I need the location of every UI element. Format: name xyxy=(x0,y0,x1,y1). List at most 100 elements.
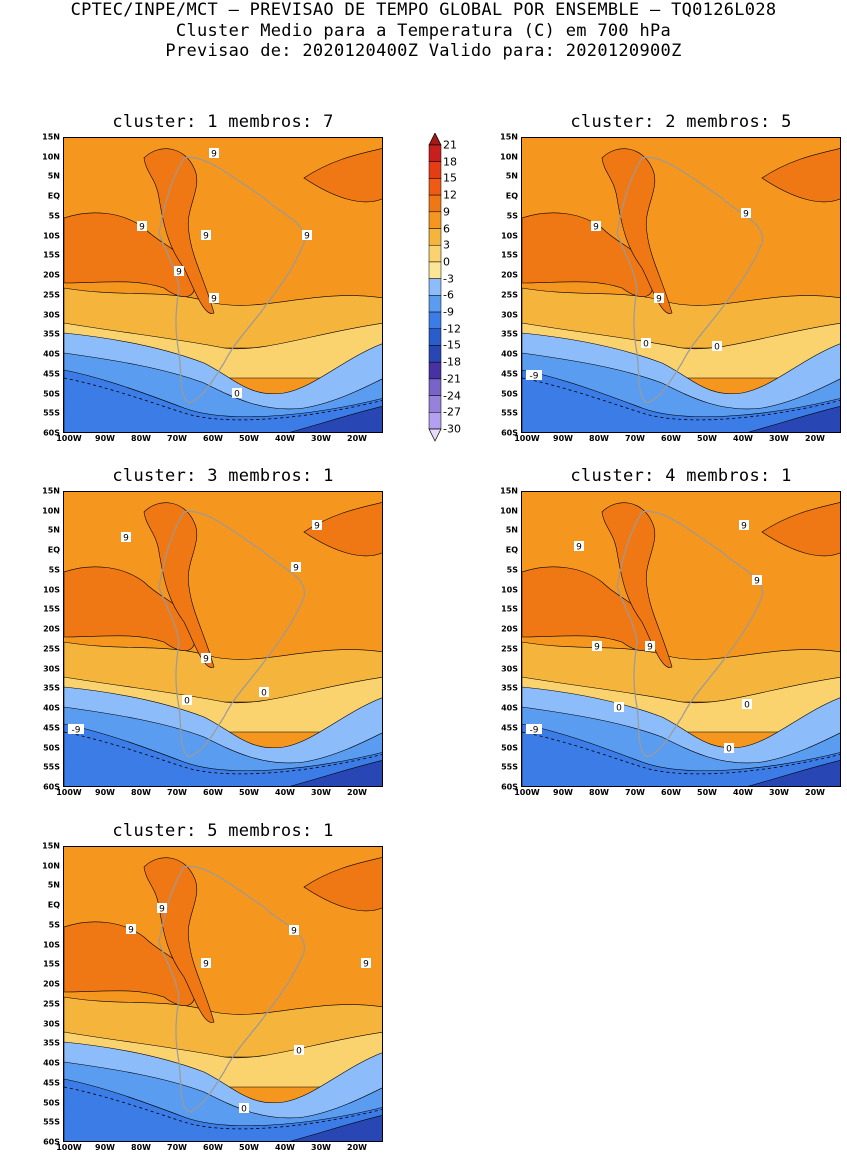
contour-label: 9 xyxy=(739,520,749,532)
latitude-tick-label: 30S xyxy=(43,1019,60,1029)
longitude-tick-label: 90W xyxy=(553,788,573,797)
longitude-axis: 100W 90W 80W 70W 60W 50W 40W 30W 20W xyxy=(56,1143,383,1153)
latitude-tick-label: 5S xyxy=(48,920,60,930)
latitude-tick-label: 45S xyxy=(501,369,518,379)
contour-label: 9 xyxy=(302,230,312,242)
latitude-tick-label: 35S xyxy=(501,683,518,693)
contour-label: 9 xyxy=(312,520,322,532)
svg-text:9: 9 xyxy=(594,643,600,653)
latitude-tick-label: 20S xyxy=(43,979,60,989)
contour-minus9-dashed xyxy=(522,377,840,421)
temperature-field-9-to-12-andes xyxy=(143,148,215,314)
latitude-tick-label: 45S xyxy=(43,723,60,733)
contour-label: 9 xyxy=(361,958,371,970)
latitude-tick-label: 15S xyxy=(43,604,60,614)
temperature-field-9-to-12-andes xyxy=(601,148,673,314)
svg-text:9: 9 xyxy=(741,522,747,532)
temperature-field-minus12-to-minus9 xyxy=(748,406,840,432)
contour-label: 0 xyxy=(182,695,192,707)
latitude-tick-label: 20S xyxy=(43,270,60,280)
latitude-tick-label: 30S xyxy=(501,310,518,320)
svg-text:0: 0 xyxy=(296,1047,302,1057)
colorbar-swatch xyxy=(428,345,442,363)
longitude-tick-label: 90W xyxy=(95,434,115,443)
longitude-tick-label: 50W xyxy=(697,434,717,443)
latitude-tick-label: 10S xyxy=(501,231,518,241)
contour-label: 0 xyxy=(239,1103,249,1115)
temperature-map: 9 9 9 9 9 9 0 xyxy=(64,138,382,432)
contour-label: 0 xyxy=(259,687,269,699)
svg-text:9: 9 xyxy=(203,960,209,970)
latitude-tick-label: 10N xyxy=(500,506,518,516)
longitude-tick-label: 20W xyxy=(805,434,825,443)
contour-label: 9 xyxy=(752,575,762,587)
longitude-tick-label: 100W xyxy=(56,434,82,443)
longitude-tick-label: 40W xyxy=(733,434,753,443)
svg-text:9: 9 xyxy=(203,232,209,242)
latitude-tick-label: EQ xyxy=(47,191,60,201)
colorbar-level-label: 0 xyxy=(443,255,450,269)
latitude-tick-label: 10S xyxy=(43,940,60,950)
longitude-axis: 100W 90W 80W 70W 60W 50W 40W 30W 20W xyxy=(56,788,383,798)
temperature-field-3-to-6 xyxy=(64,641,382,703)
latitude-tick-label: 20S xyxy=(43,624,60,634)
temperature-field-minus12-to-minus9 xyxy=(748,760,840,786)
latitude-tick-label: 5N xyxy=(505,525,518,535)
latitude-tick-label: 60S xyxy=(43,428,60,438)
contour-label: 9 xyxy=(591,221,601,233)
latitude-tick-label: 15N xyxy=(42,132,60,142)
temperature-field-3-to-6 xyxy=(64,287,382,349)
longitude-tick-label: 30W xyxy=(769,434,789,443)
colorbar-swatch xyxy=(428,311,442,330)
colorbar-swatch xyxy=(428,211,442,229)
colorbar-swatch xyxy=(428,395,442,413)
svg-text:0: 0 xyxy=(616,704,622,714)
latitude-tick-label: 10S xyxy=(43,585,60,595)
longitude-tick-label: 80W xyxy=(131,1143,151,1152)
colorbar-level-label: 21 xyxy=(443,138,457,152)
latitude-tick-label: 55S xyxy=(43,1117,60,1127)
svg-text:9: 9 xyxy=(754,577,760,587)
svg-text:9: 9 xyxy=(139,223,145,233)
colorbar-level-label: -27 xyxy=(443,405,461,419)
latitude-tick-label: 45S xyxy=(43,369,60,379)
longitude-tick-label: 50W xyxy=(239,788,259,797)
longitude-tick-label: 40W xyxy=(733,788,753,797)
contour-label: 0 xyxy=(724,743,734,755)
contour-label: 0 xyxy=(614,702,624,714)
panel-title-cluster-2: cluster: 2 membros: 5 xyxy=(570,112,792,132)
colorbar-level-label: 9 xyxy=(443,205,450,219)
longitude-tick-label: 60W xyxy=(661,788,681,797)
longitude-tick-label: 80W xyxy=(131,788,151,797)
longitude-tick-label: 60W xyxy=(203,434,223,443)
longitude-tick-label: 30W xyxy=(311,788,331,797)
temperature-field-9-to-12-andes xyxy=(143,502,215,668)
latitude-tick-label: 25S xyxy=(501,290,518,300)
svg-text:0: 0 xyxy=(241,1105,247,1115)
panel-title-cluster-5: cluster: 5 membros: 1 xyxy=(112,821,334,841)
colorbar-level-label: 18 xyxy=(443,155,457,169)
colorbar-swatch xyxy=(428,278,442,296)
latitude-tick-label: 10S xyxy=(501,585,518,595)
latitude-tick-label: 50S xyxy=(43,1098,60,1108)
longitude-tick-label: 70W xyxy=(625,788,645,797)
longitude-axis: 100W 90W 80W 70W 60W 50W 40W 30W 20W xyxy=(514,788,841,798)
latitude-tick-label: 30S xyxy=(501,664,518,674)
longitude-tick-label: 70W xyxy=(625,434,645,443)
contour-label: 9 xyxy=(137,221,147,233)
colorbar-level-label: 3 xyxy=(443,238,450,252)
south-america-coastline xyxy=(158,510,306,758)
longitude-tick-label: 40W xyxy=(275,434,295,443)
svg-text:-9: -9 xyxy=(72,726,81,736)
latitude-tick-label: 5N xyxy=(47,880,60,890)
latitude-tick-label: 5S xyxy=(506,211,518,221)
contour-label: 9 xyxy=(201,653,211,665)
svg-text:0: 0 xyxy=(714,343,720,353)
latitude-tick-label: 40S xyxy=(43,703,60,713)
colorbar-level-label: 12 xyxy=(443,188,457,202)
svg-text:9: 9 xyxy=(593,223,599,233)
temperature-field-minus9-to-minus6 xyxy=(64,723,382,786)
contour-label: 0 xyxy=(294,1045,304,1057)
colorbar-swatch xyxy=(428,178,442,196)
svg-text:0: 0 xyxy=(643,340,649,350)
